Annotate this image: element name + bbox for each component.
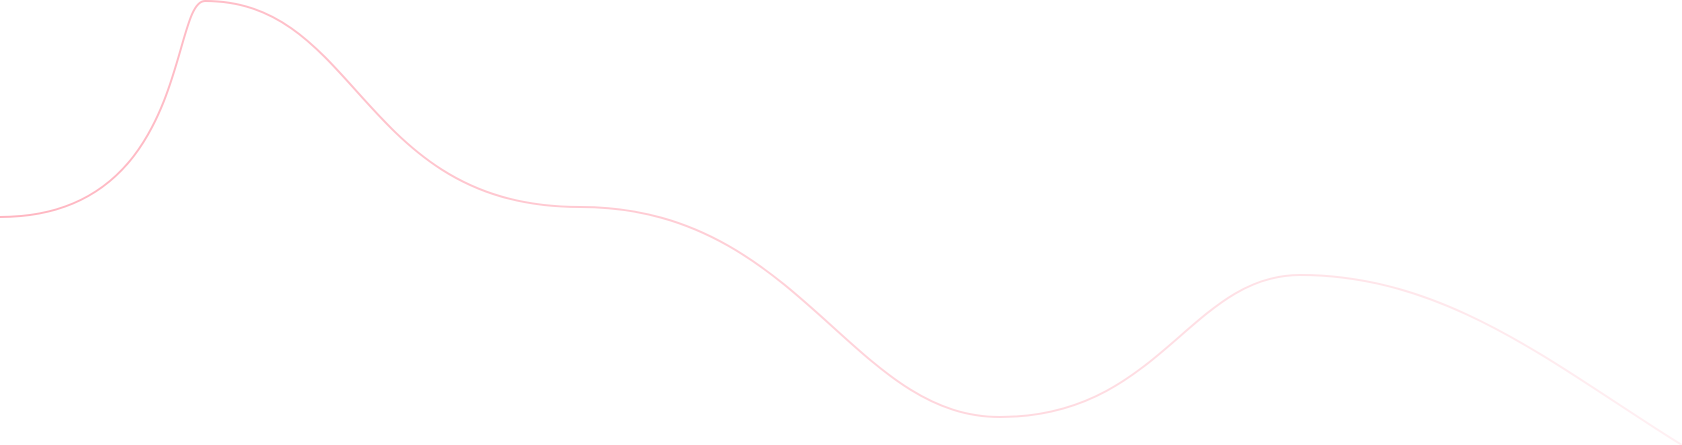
wave-line — [0, 0, 1682, 445]
decorative-wave — [0, 0, 1682, 445]
